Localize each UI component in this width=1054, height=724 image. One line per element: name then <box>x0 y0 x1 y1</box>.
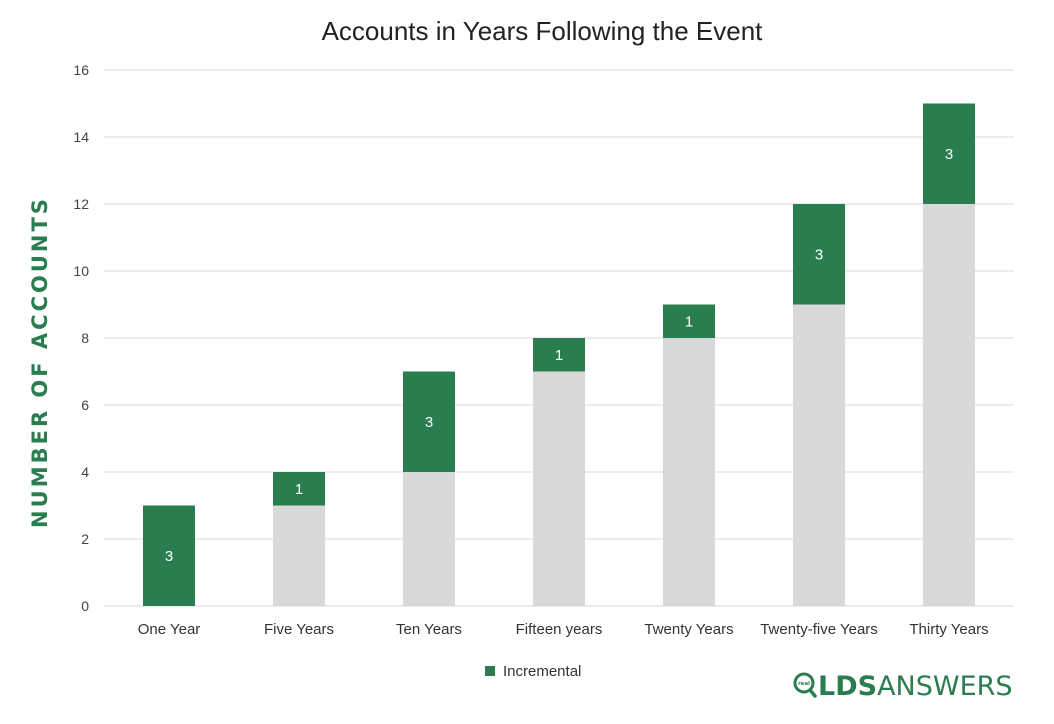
logo-text-light: ANSWERS <box>877 671 1012 702</box>
data-label: 3 <box>815 246 823 263</box>
bar-incremental <box>143 505 195 606</box>
data-label: 3 <box>165 548 173 565</box>
bar-base <box>533 371 585 606</box>
legend-swatch-incremental <box>485 666 495 676</box>
magnifier-icon: real <box>793 672 817 698</box>
y-tick-label: 10 <box>73 263 89 279</box>
y-axis-ticks: 0 2 4 6 8 10 12 14 16 <box>73 62 89 614</box>
bar-incremental <box>273 472 325 506</box>
x-category-label: Thirty Years <box>909 621 988 638</box>
bar-base <box>273 505 325 606</box>
bar-base <box>793 304 845 606</box>
y-tick-label: 2 <box>81 531 89 547</box>
bar-incremental <box>533 338 585 372</box>
svg-text:LDSANSWERS: LDSANSWERS <box>818 671 1013 702</box>
data-label: 1 <box>295 481 303 498</box>
x-category-label: Twenty-five Years <box>760 621 878 638</box>
bar-base <box>663 338 715 606</box>
y-tick-label: 16 <box>73 62 89 78</box>
bar-base <box>923 204 975 606</box>
x-axis-categories: One Year Five Years Ten Years Fifteen years… <box>138 621 989 638</box>
data-labels: 3 1 3 1 1 3 3 <box>165 146 953 565</box>
x-category-label: Fifteen years <box>516 621 603 638</box>
data-label: 1 <box>685 313 693 330</box>
chart-title: Accounts in Years Following the Event <box>322 16 764 46</box>
y-tick-label: 4 <box>81 464 89 480</box>
y-tick-label: 14 <box>73 129 89 145</box>
bars <box>143 103 975 606</box>
bar-base <box>403 472 455 606</box>
y-tick-label: 6 <box>81 397 89 413</box>
y-tick-label: 8 <box>81 330 89 346</box>
bar-incremental <box>663 304 715 338</box>
lds-answers-logo: real LDSANSWERS <box>793 671 1013 702</box>
y-tick-label: 12 <box>73 196 89 212</box>
logo-text-bold: LDS <box>818 671 877 702</box>
y-axis-label: NUMBER OF ACCOUNTS <box>28 196 52 528</box>
bar-incremental <box>923 103 975 204</box>
data-label: 1 <box>555 347 563 364</box>
x-category-label: Ten Years <box>396 621 462 638</box>
bar-incremental <box>403 371 455 472</box>
bar-incremental <box>793 204 845 305</box>
y-tick-label: 0 <box>81 598 89 614</box>
data-label: 3 <box>945 146 953 163</box>
legend: Incremental <box>485 663 581 680</box>
x-category-label: Twenty Years <box>644 621 733 638</box>
x-category-label: One Year <box>138 621 201 638</box>
legend-label-incremental: Incremental <box>503 663 581 680</box>
data-label: 3 <box>425 414 433 431</box>
x-category-label: Five Years <box>264 621 334 638</box>
logo-badge-text: real <box>798 681 810 687</box>
